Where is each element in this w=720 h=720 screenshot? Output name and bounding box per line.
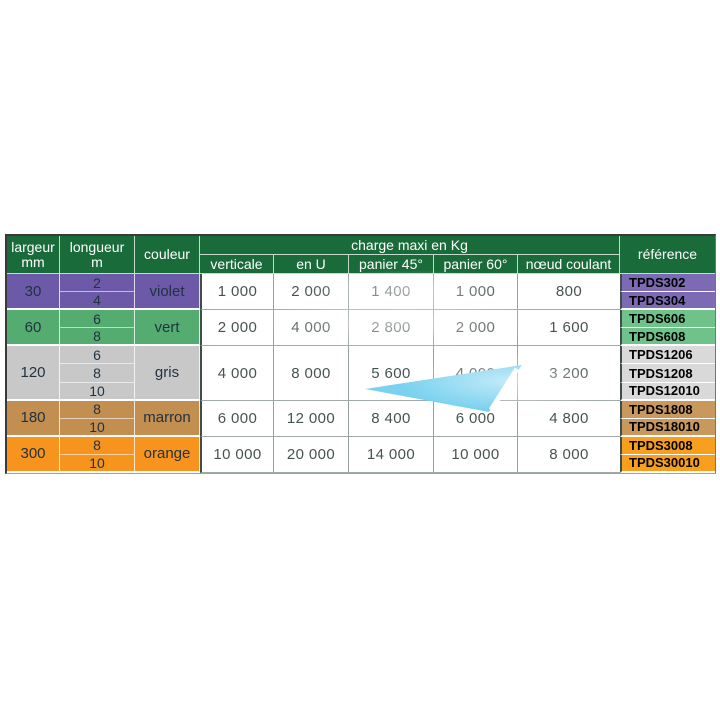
charge-value-cell: 2 000	[434, 310, 518, 347]
reference-cell: TPDS606	[620, 310, 715, 329]
header-couleur-label: couleur	[144, 246, 190, 263]
charge-value-cell: 12 000	[274, 400, 349, 437]
charge-value-cell: 8 400	[349, 400, 434, 437]
header-panier-60: panier 60°	[434, 255, 518, 274]
header-largeur-line2: mm	[21, 253, 45, 270]
largeur-cell: 300	[7, 436, 60, 474]
longueur-cell: 8	[60, 364, 135, 383]
header-noeud-coulant-label: nœud coulant	[525, 255, 612, 272]
reference-cell: TPDS18010	[620, 418, 715, 437]
header-reference: référence	[620, 236, 715, 274]
charge-value-cell: 6 000	[434, 400, 518, 437]
header-noeud-coulant: nœud coulant	[518, 255, 620, 274]
reference-cell: TPDS608	[620, 328, 715, 347]
longueur-cell: 2	[60, 274, 135, 293]
longueur-cell: 10	[60, 454, 135, 474]
header-longueur-line1: longueur	[69, 238, 125, 255]
charge-value-cell: 800	[518, 274, 620, 311]
charge-value-cell: 4 000	[434, 346, 518, 401]
charge-value-cell: 5 600	[349, 346, 434, 401]
charge-value-cell: 1 000	[200, 274, 274, 311]
header-panier-45-label: panier 45°	[359, 255, 423, 272]
header-couleur: couleur	[135, 236, 200, 274]
couleur-cell: marron	[135, 400, 200, 437]
longueur-cell: 10	[60, 418, 135, 437]
charge-value-cell: 8 000	[274, 346, 349, 401]
couleur-cell: vert	[135, 310, 200, 347]
largeur-cell: 120	[7, 346, 60, 401]
couleur-cell: violet	[135, 274, 200, 311]
charge-value-cell: 10 000	[200, 436, 274, 474]
charge-value-cell: 20 000	[274, 436, 349, 474]
charge-value-cell: 3 200	[518, 346, 620, 401]
reference-cell: TPDS12010	[620, 382, 715, 401]
reference-cell: TPDS1206	[620, 346, 715, 365]
charge-value-cell: 10 000	[434, 436, 518, 474]
header-panier-60-label: panier 60°	[443, 255, 508, 272]
couleur-cell: orange	[135, 436, 200, 474]
largeur-cell: 180	[7, 400, 60, 437]
header-verticale-label: verticale	[210, 255, 263, 272]
longueur-cell: 4	[60, 292, 135, 311]
longueur-cell: 6	[60, 346, 135, 365]
header-en-u: en U	[274, 255, 349, 274]
charge-value-cell: 2 000	[200, 310, 274, 347]
charge-value-cell: 4 800	[518, 400, 620, 437]
header-verticale: verticale	[200, 255, 274, 274]
charge-value-cell: 1 000	[434, 274, 518, 311]
longueur-cell: 10	[60, 382, 135, 401]
reference-cell: TPDS302	[620, 274, 715, 293]
header-charge-group: charge maxi en Kg	[200, 236, 620, 255]
largeur-cell: 30	[7, 274, 60, 311]
charge-value-cell: 1 600	[518, 310, 620, 347]
header-reference-label: référence	[637, 246, 698, 263]
header-largeur: largeur mm	[7, 236, 60, 274]
longueur-cell: 8	[60, 328, 135, 347]
charge-value-cell: 4 000	[274, 310, 349, 347]
header-longueur-line2: m	[91, 253, 103, 270]
reference-cell: TPDS1208	[620, 364, 715, 383]
longueur-cell: 8	[60, 436, 135, 455]
reference-cell: TPDS304	[620, 292, 715, 311]
header-charge-group-label: charge maxi en Kg	[351, 236, 468, 253]
header-longueur: longueur m	[60, 236, 135, 274]
header-largeur-line1: largeur	[11, 238, 55, 255]
header-en-u-label: en U	[296, 255, 326, 272]
reference-cell: TPDS1808	[620, 400, 715, 419]
charge-value-cell: 2 000	[274, 274, 349, 311]
charge-value-cell: 1 400	[349, 274, 434, 311]
charge-value-cell: 6 000	[200, 400, 274, 437]
longueur-cell: 6	[60, 310, 135, 329]
longueur-cell: 8	[60, 400, 135, 419]
reference-cell: TPDS3008	[620, 436, 715, 455]
charge-value-cell: 14 000	[349, 436, 434, 474]
reference-cell: TPDS30010	[620, 454, 715, 474]
sling-load-table: largeur mm longueur m couleur charge max…	[5, 234, 716, 475]
charge-value-cell: 4 000	[200, 346, 274, 401]
charge-value-cell: 2 800	[349, 310, 434, 347]
largeur-cell: 60	[7, 310, 60, 347]
couleur-cell: gris	[135, 346, 200, 401]
charge-value-cell: 8 000	[518, 436, 620, 474]
header-panier-45: panier 45°	[349, 255, 434, 274]
